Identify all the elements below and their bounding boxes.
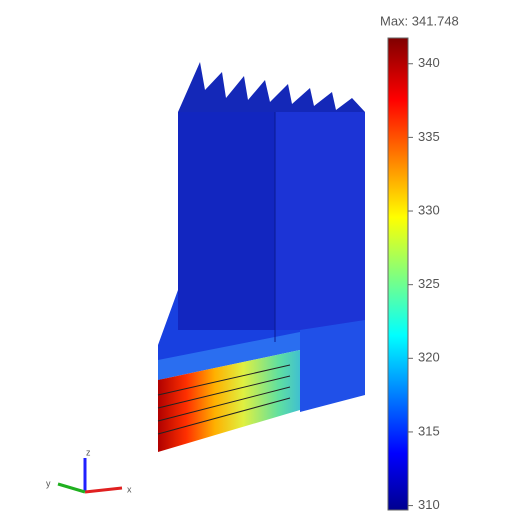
colorbar <box>388 38 408 510</box>
lower-right-face <box>300 320 365 412</box>
x-label: x <box>127 484 132 494</box>
side-face <box>275 112 365 342</box>
colorbar-tick-label: 335 <box>418 129 440 144</box>
axes-triad: z y x <box>46 447 132 494</box>
heat-sink-model <box>158 62 365 452</box>
x-axis <box>85 488 122 492</box>
colorbar-tick-label: 330 <box>418 202 440 217</box>
colorbar-tick-label: 310 <box>418 497 440 512</box>
max-label: Max: 341.748 <box>380 13 459 28</box>
y-label: y <box>46 478 51 488</box>
front-face <box>178 112 275 342</box>
y-axis <box>58 484 85 492</box>
colorbar-tick-label: 315 <box>418 423 440 438</box>
colorbar-tick-label: 340 <box>418 55 440 70</box>
z-label: z <box>86 447 91 457</box>
colorbar-tick-label: 325 <box>418 276 440 291</box>
plot-view: z y x Max: 341.748 310 315 320 325 330 335 340 <box>0 0 522 531</box>
colorbar-tick-label: 320 <box>418 350 440 365</box>
